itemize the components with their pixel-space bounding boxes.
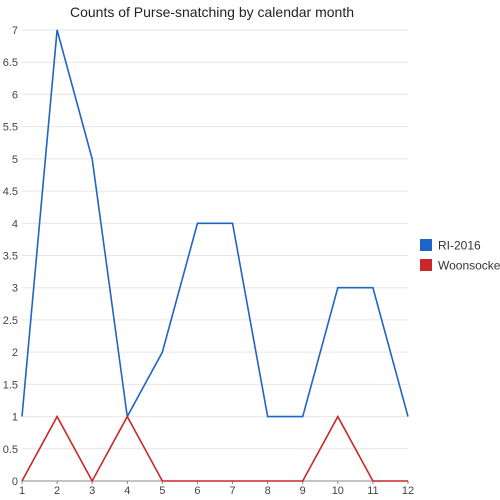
data-point <box>90 157 94 161</box>
y-tick-label: 5.5 <box>3 122 18 134</box>
y-tick-label: 0.5 <box>3 444 18 456</box>
data-point <box>195 221 199 225</box>
y-tick-label: 6 <box>12 89 18 101</box>
data-point <box>371 479 375 483</box>
y-tick-label: 3.5 <box>3 251 18 263</box>
data-point <box>195 479 199 483</box>
y-tick-label: 4.5 <box>3 186 18 198</box>
series-lines <box>20 28 410 483</box>
x-tick-label: 1 <box>19 485 25 497</box>
y-tick-label: 6.5 <box>3 57 18 69</box>
data-point <box>265 414 269 418</box>
y-tick-label: 5 <box>12 154 18 166</box>
y-tick-label: 7 <box>12 25 18 37</box>
y-tick-label: 1.5 <box>3 379 18 391</box>
x-tick-label: 8 <box>265 485 271 497</box>
legend-swatch <box>420 239 432 251</box>
data-point <box>336 414 340 418</box>
data-point <box>230 479 234 483</box>
y-tick-label: 0 <box>12 476 18 488</box>
y-tick-label: 4 <box>12 218 18 230</box>
data-point <box>20 479 24 483</box>
data-point <box>90 479 94 483</box>
x-tick-label: 2 <box>54 485 60 497</box>
legend-label: Woonsocket <box>438 259 500 273</box>
data-point <box>230 221 234 225</box>
grid <box>22 29 408 482</box>
y-tick-label: 2.5 <box>3 315 18 327</box>
data-point <box>160 350 164 354</box>
legend-label: RI-2016 <box>438 239 481 253</box>
series-line-ri-2016 <box>21 29 409 420</box>
x-tick-label: 9 <box>300 485 306 497</box>
data-point <box>160 479 164 483</box>
legend: RI-2016 Woonsocket <box>420 239 500 273</box>
data-point <box>336 286 340 290</box>
data-point <box>55 414 59 418</box>
y-tick-label: 2 <box>12 347 18 359</box>
data-point <box>265 479 269 483</box>
data-point <box>371 286 375 290</box>
x-tick-label: 5 <box>159 485 165 497</box>
x-tick-label: 3 <box>89 485 95 497</box>
data-point <box>406 414 410 418</box>
x-tick-label: 12 <box>402 485 414 497</box>
data-point <box>55 28 59 32</box>
x-tick-label: 11 <box>367 485 378 497</box>
chart-title: Counts of Purse-snatching by calendar mo… <box>70 4 354 20</box>
x-tick-label: 6 <box>194 485 200 497</box>
data-point <box>20 414 24 418</box>
y-tick-label: 1 <box>12 412 18 424</box>
y-tick-label: 3 <box>12 283 18 295</box>
legend-swatch <box>420 259 432 271</box>
data-point <box>125 414 129 418</box>
series-line-woonsocket <box>21 414 408 483</box>
data-point <box>301 479 305 483</box>
data-point <box>406 479 410 483</box>
x-tick-label: 7 <box>229 485 235 497</box>
x-tick-label: 4 <box>124 485 130 497</box>
x-tick-label: 10 <box>332 485 344 497</box>
data-point <box>301 414 305 418</box>
axes: 00.511.522.533.544.555.566.571 2 3 4 5 6 7 8 9 10… <box>3 25 414 497</box>
